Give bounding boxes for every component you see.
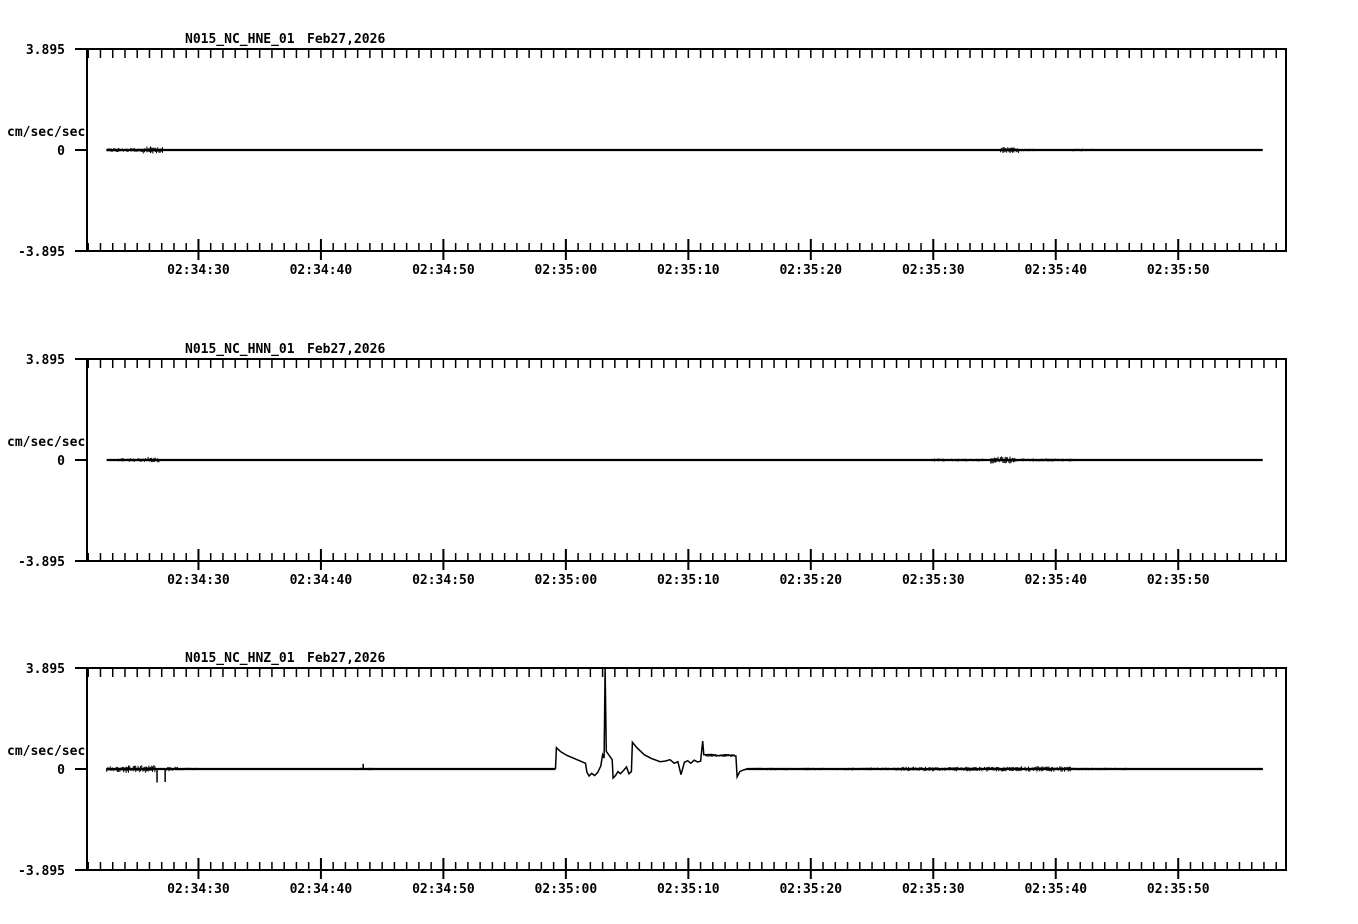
panel-title-date: Feb27,2026 <box>307 32 385 47</box>
x-tick-label: 02:35:00 <box>535 882 598 897</box>
tick-marks <box>87 49 1277 260</box>
noise-band <box>1014 458 1074 462</box>
noise-band <box>166 766 180 772</box>
y-tick-label: 0 <box>57 144 65 159</box>
tick-marks <box>87 359 1277 570</box>
y-tick-label: -3.895 <box>18 245 65 260</box>
x-tick-label: 02:35:40 <box>1024 263 1087 278</box>
noise-band <box>117 458 141 462</box>
noise-band <box>968 766 1018 772</box>
noise-band <box>1018 148 1038 152</box>
x-tick-label: 02:35:00 <box>535 263 598 278</box>
y-axis-units-label: cm/sec/sec <box>7 744 85 759</box>
noise-band <box>1071 148 1094 152</box>
x-tick-label: 02:35:20 <box>779 882 842 897</box>
x-tick-label: 02:34:30 <box>167 882 230 897</box>
x-tick-label: 02:35:30 <box>902 882 965 897</box>
y-tick-label: 0 <box>57 763 65 778</box>
panel-title-date: Feb27,2026 <box>307 651 385 666</box>
x-tick-label: 02:35:30 <box>902 573 965 588</box>
x-tick-label: 02:35:20 <box>779 573 842 588</box>
noise-band <box>934 149 999 151</box>
x-tick-label: 02:34:40 <box>290 882 353 897</box>
x-tick-label: 02:35:10 <box>657 263 720 278</box>
x-tick-label: 02:34:40 <box>290 573 353 588</box>
noise-band <box>178 767 198 771</box>
x-tick-label: 02:34:40 <box>290 263 353 278</box>
x-tick-label: 02:35:30 <box>902 263 965 278</box>
x-tick-label: 02:35:50 <box>1147 573 1210 588</box>
y-tick-label: 3.895 <box>26 353 65 368</box>
panel-hnn: 02:34:30 02:34:40 02:34:50 02:35:00 02:35:10… <box>7 342 1287 588</box>
noise-band <box>845 767 901 771</box>
y-axis-units-label: cm/sec/sec <box>7 125 85 140</box>
noise-band <box>931 458 988 462</box>
trace-event-waveform <box>554 667 748 780</box>
noise-band <box>1139 459 1214 461</box>
panel-title-station: N015_NC_HNN_01 <box>185 342 295 357</box>
noise-band <box>140 456 160 463</box>
y-axis-units-label: cm/sec/sec <box>7 435 85 450</box>
noise-band <box>106 147 144 152</box>
y-tick-label: 3.895 <box>26 662 65 677</box>
x-tick-label: 02:35:10 <box>657 573 720 588</box>
x-tick-label: 02:34:30 <box>167 573 230 588</box>
y-tick-label: -3.895 <box>18 864 65 879</box>
noise-band <box>123 765 156 773</box>
noise-band <box>1127 768 1263 770</box>
panel-hnz: 02:34:30 02:34:40 02:34:50 02:35:00 02:35:10… <box>7 651 1287 897</box>
noise-band <box>1000 147 1020 153</box>
panel-title-station: N015_NC_HNZ_01 <box>185 651 295 666</box>
y-tick-label: 0 <box>57 454 65 469</box>
x-tick-label: 02:35:00 <box>535 573 598 588</box>
noise-band <box>858 459 933 461</box>
noise-band <box>106 766 124 772</box>
x-tick-label: 02:35:40 <box>1024 882 1087 897</box>
x-tick-label: 02:35:50 <box>1147 882 1210 897</box>
x-tick-label: 02:34:50 <box>412 882 475 897</box>
x-tick-label: 02:35:10 <box>657 882 720 897</box>
x-tick-label: 02:35:50 <box>1147 263 1210 278</box>
noise-band <box>453 768 547 770</box>
y-tick-label: 3.895 <box>26 43 65 58</box>
noise-band <box>1017 766 1072 772</box>
x-tick-label: 02:34:30 <box>167 263 230 278</box>
noise-band <box>900 766 970 772</box>
panel-title-date: Feb27,2026 <box>307 342 385 357</box>
noise-band <box>990 456 1016 464</box>
noise-band <box>1071 767 1128 771</box>
x-tick-label: 02:35:20 <box>779 263 842 278</box>
panel-title-station: N015_NC_HNE_01 <box>185 32 295 47</box>
noise-band <box>142 146 163 154</box>
panel-hne: 02:34:30 02:34:40 02:34:50 02:35:00 02:35:10… <box>7 32 1287 278</box>
tick-marks <box>87 668 1277 879</box>
x-tick-label: 02:34:50 <box>412 573 475 588</box>
y-tick-label: -3.895 <box>18 555 65 570</box>
x-tick-label: 02:35:40 <box>1024 573 1087 588</box>
x-tick-label: 02:34:50 <box>412 263 475 278</box>
